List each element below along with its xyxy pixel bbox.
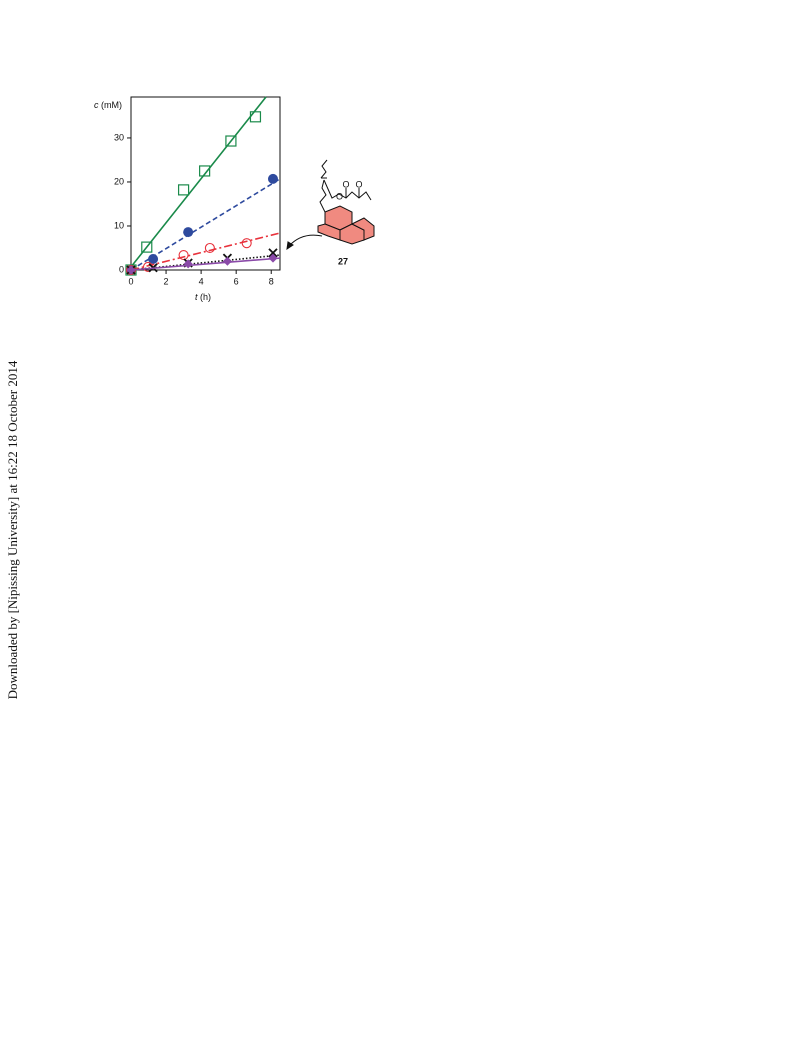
point: [268, 248, 278, 258]
y-axis-label: c (mM): [94, 100, 122, 110]
fit-line: [130, 232, 281, 271]
molecule: [286, 159, 375, 251]
y-unit: (mM): [101, 100, 122, 110]
ring: [350, 217, 375, 241]
fit-line: [130, 96, 267, 268]
ring: [317, 223, 341, 241]
arrow: [288, 234, 323, 247]
arrow-head: [286, 241, 294, 251]
point: [222, 256, 232, 266]
point: [268, 253, 278, 263]
plot-frame: [130, 96, 281, 271]
fit-line: [130, 178, 281, 271]
point: [183, 259, 193, 269]
x-axis-label: t (h): [195, 292, 211, 302]
point: [177, 184, 190, 196]
atom: O: [336, 191, 343, 201]
chain: [320, 159, 328, 179]
chain: [323, 179, 372, 201]
point: [183, 227, 194, 238]
point: [249, 111, 262, 123]
point: [225, 135, 237, 147]
y-tick-label: 0: [119, 264, 124, 274]
atom: O: [342, 179, 349, 189]
x-tick-label: 4: [199, 276, 204, 286]
x-unit: (h): [200, 292, 211, 302]
point: [178, 249, 189, 261]
fit-line: [130, 257, 281, 271]
y-symbol: c: [94, 100, 99, 110]
compound-label: 27: [338, 256, 348, 266]
y-tick-label: 20: [114, 176, 124, 186]
x-tick-label: 0: [128, 276, 133, 286]
chain: [319, 179, 327, 213]
point: [204, 242, 215, 254]
x-symbol: t: [195, 292, 198, 302]
point: [141, 241, 153, 253]
point: [267, 173, 278, 184]
point: [199, 165, 211, 177]
atom: O: [355, 179, 362, 189]
x-tick-label: 2: [164, 276, 169, 286]
y-tick-label: 30: [114, 132, 124, 142]
x-tick-label: 8: [269, 276, 274, 286]
point: [241, 238, 252, 249]
download-note: Downloaded by [Nipissing University] at …: [5, 360, 20, 699]
y-tick-label: 10: [114, 220, 124, 230]
point: [148, 253, 159, 264]
point: [126, 265, 136, 275]
x-tick-label: 6: [234, 276, 239, 286]
